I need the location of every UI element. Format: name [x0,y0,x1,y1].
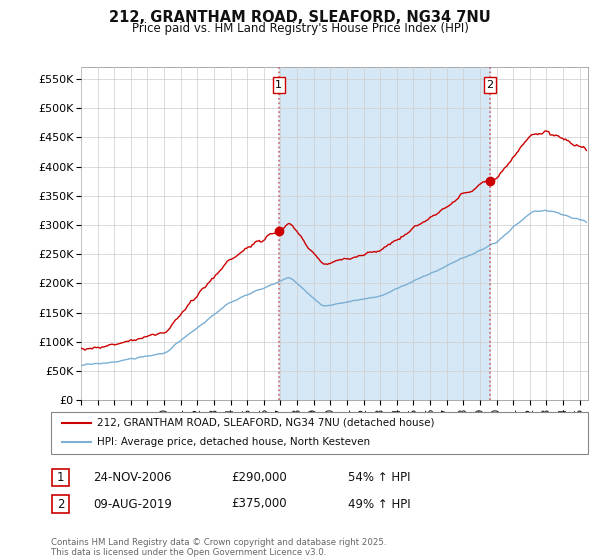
Text: £290,000: £290,000 [231,470,287,484]
Text: Contains HM Land Registry data © Crown copyright and database right 2025.
This d: Contains HM Land Registry data © Crown c… [51,538,386,557]
Text: 54% ↑ HPI: 54% ↑ HPI [348,470,410,484]
Text: 212, GRANTHAM ROAD, SLEAFORD, NG34 7NU: 212, GRANTHAM ROAD, SLEAFORD, NG34 7NU [109,10,491,25]
Text: £375,000: £375,000 [231,497,287,511]
Bar [279,67,490,400]
Text: 1: 1 [275,80,283,90]
Text: 1: 1 [57,470,64,484]
Text: 24-NOV-2006: 24-NOV-2006 [93,470,172,484]
Text: 2: 2 [487,80,493,90]
Text: 49% ↑ HPI: 49% ↑ HPI [348,497,410,511]
Text: HPI: Average price, detached house, North Kesteven: HPI: Average price, detached house, Nort… [97,437,370,447]
Text: 2: 2 [57,497,64,511]
Text: 212, GRANTHAM ROAD, SLEAFORD, NG34 7NU (detached house): 212, GRANTHAM ROAD, SLEAFORD, NG34 7NU (… [97,418,434,428]
Text: 09-AUG-2019: 09-AUG-2019 [93,497,172,511]
Text: Price paid vs. HM Land Registry's House Price Index (HPI): Price paid vs. HM Land Registry's House … [131,22,469,35]
